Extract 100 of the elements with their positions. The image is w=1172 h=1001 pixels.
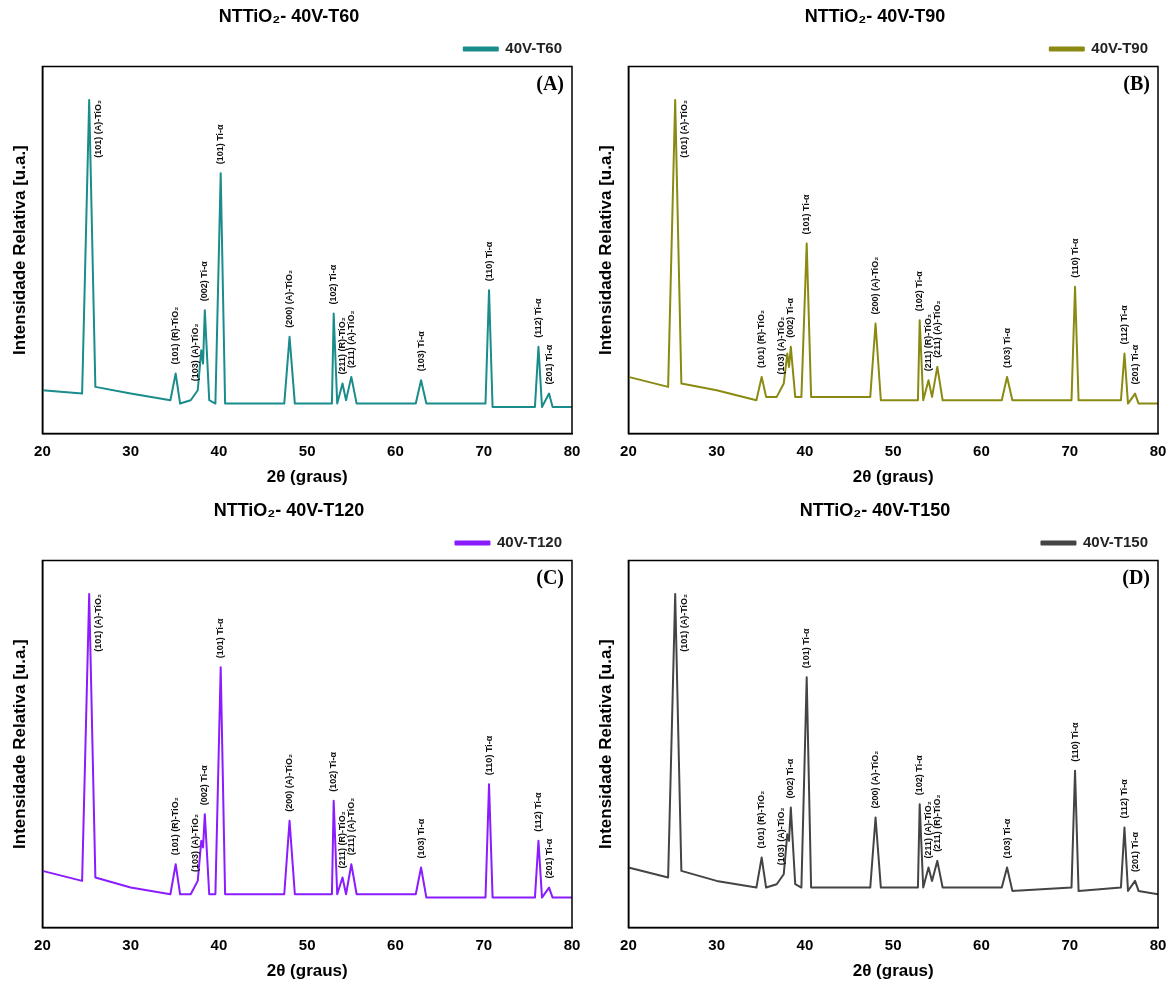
annotation: (211) (R)-TiO₂: [922, 313, 933, 372]
annotation: (110) Ti-α: [483, 241, 494, 282]
x-tick-label: 20: [34, 441, 51, 459]
annotation: (200) (A)-TiO₂: [284, 270, 295, 328]
annotation: (112) Ti-α: [1118, 304, 1129, 345]
annotation: (103) (A)-TiO₂: [776, 316, 787, 375]
x-tick-label: 20: [34, 935, 51, 953]
x-tick-label: 30: [708, 935, 726, 953]
annotation: (211) (A)-TiO₂: [931, 300, 942, 358]
annotation: (101) (A)-TiO₂: [678, 99, 689, 158]
annotation: (002) Ti-α: [785, 758, 796, 799]
annotation: (200) (A)-TiO₂: [870, 750, 881, 809]
annotation: (101) Ti-α: [801, 194, 812, 235]
annotation: (211) (R)-TiO₂: [336, 317, 347, 375]
x-tick-label: 80: [563, 935, 581, 953]
annotation: (201) Ti-α: [1129, 831, 1140, 872]
x-tick-label: 80: [563, 441, 581, 459]
annotation: (103) Ti-α: [415, 818, 426, 859]
legend-label: 40V-T90: [1091, 39, 1149, 57]
annotation: (110) Ti-α: [483, 735, 494, 776]
x-axis-title: 2θ (graus): [266, 961, 348, 981]
legend-label: 40V-T150: [1082, 533, 1148, 551]
x-tick-label: 60: [973, 441, 990, 459]
x-tick-label: 40: [210, 935, 228, 953]
annotation: (112) Ti-α: [1118, 778, 1129, 819]
y-axis-title: Intensidade Relativa [u.a.]: [595, 145, 615, 355]
annotation: (112) Ti-α: [532, 298, 543, 338]
annotation: (110) Ti-α: [1069, 237, 1080, 278]
annotation: (211) (R)-TiO₂: [336, 811, 347, 869]
annotation: (102) Ti-α: [327, 264, 338, 305]
annotation: (103) (A)-TiO₂: [190, 814, 201, 872]
annotation: (200) (A)-TiO₂: [870, 256, 881, 315]
x-tick-label: 80: [1149, 441, 1167, 459]
annotation: (101) (R)-TiO₂: [756, 310, 767, 368]
annotation: (200) (A)-TiO₂: [284, 753, 295, 812]
x-tick-label: 40: [796, 935, 814, 953]
x-tick-label: 70: [475, 441, 493, 459]
annotation: (002) Ti-α: [199, 260, 210, 302]
y-axis-title: Intensidade Relativa [u.a.]: [9, 639, 29, 849]
x-axis-title: 2θ (graus): [852, 961, 934, 981]
annotation: (103) Ti-α: [415, 330, 426, 372]
annotation: (002) Ti-α: [199, 764, 210, 806]
text: (B): [1123, 71, 1150, 95]
x-tick-label: 20: [620, 935, 637, 953]
x-tick-label: 70: [1061, 935, 1079, 953]
x-tick-label: 60: [387, 935, 404, 953]
x-tick-label: 40: [210, 441, 228, 459]
y-axis-title: Intensidade Relativa [u.a.]: [595, 639, 615, 849]
x-tick-label: 30: [122, 935, 140, 953]
x-tick-label: 30: [122, 441, 140, 459]
x-tick-label: 60: [387, 441, 404, 459]
chart-title: NTTiO₂- 40V-T60: [218, 5, 360, 26]
annotation: (110) Ti-α: [1069, 721, 1080, 762]
y-axis-title: Intensidade Relativa [u.a.]: [9, 145, 29, 355]
annotation: (211) (A)-TiO₂: [922, 801, 933, 859]
annotation: (101) (A)-TiO₂: [92, 99, 103, 158]
annotation: (101) (R)-TiO₂: [756, 790, 767, 849]
annotation: (101) (A)-TiO₂: [678, 593, 689, 652]
annotation: (103) Ti-α: [1001, 818, 1012, 859]
x-tick-label: 70: [1061, 441, 1079, 459]
text: (D): [1122, 565, 1150, 589]
annotation: (002) Ti-α: [785, 297, 796, 338]
annotation: (201) Ti-α: [543, 344, 554, 385]
x-tick-label: 20: [620, 441, 637, 459]
x-axis-title: 2θ (graus): [266, 467, 348, 487]
annotation: (211) (R)-TiO₂: [931, 794, 942, 852]
annotation: (103) Ti-α: [1001, 327, 1012, 368]
annotation: (101) Ti-α: [215, 618, 226, 659]
chart-title: NTTiO₂- 40V-T120: [213, 499, 365, 520]
annotation: (201) Ti-α: [1129, 344, 1140, 385]
x-tick-label: 50: [884, 441, 902, 459]
x-tick-label: 80: [1149, 935, 1167, 953]
x-tick-label: 50: [884, 935, 902, 953]
x-tick-label: 50: [298, 935, 316, 953]
annotation: (101) (A)-TiO₂: [92, 593, 103, 652]
legend-label: 40V-T120: [496, 533, 562, 551]
x-axis-title: 2θ (graus): [852, 467, 934, 487]
annotation: (211) (A)-TiO₂: [345, 310, 356, 368]
annotation: (102) Ti-α: [913, 270, 924, 312]
x-tick-label: 40: [796, 441, 814, 459]
x-tick-label: 60: [973, 935, 990, 953]
text: (C): [536, 565, 564, 589]
annotation: (101) (R)-TiO₂: [170, 306, 181, 365]
annotation: (112) Ti-α: [532, 792, 543, 832]
annotation: (101) Ti-α: [801, 628, 812, 669]
chart-title: NTTiO₂- 40V-T90: [804, 5, 946, 26]
annotation: (211) (A)-TiO₂: [345, 797, 356, 856]
annotation: (101) (R)-TiO₂: [170, 797, 181, 856]
annotation: (102) Ti-α: [327, 751, 338, 792]
annotation: (103) (A)-TiO₂: [190, 323, 201, 382]
annotation: (201) Ti-α: [543, 838, 554, 879]
x-tick-label: 70: [475, 935, 493, 953]
chart-title: NTTiO₂- 40V-T150: [799, 499, 951, 520]
legend-label: 40V-T60: [505, 39, 563, 57]
annotation: (102) Ti-α: [913, 754, 924, 796]
x-tick-label: 30: [708, 441, 726, 459]
annotation: (103) (A)-TiO₂: [776, 807, 787, 866]
x-tick-label: 50: [298, 441, 316, 459]
text: (A): [536, 71, 564, 95]
annotation: (101) Ti-α: [215, 124, 226, 165]
